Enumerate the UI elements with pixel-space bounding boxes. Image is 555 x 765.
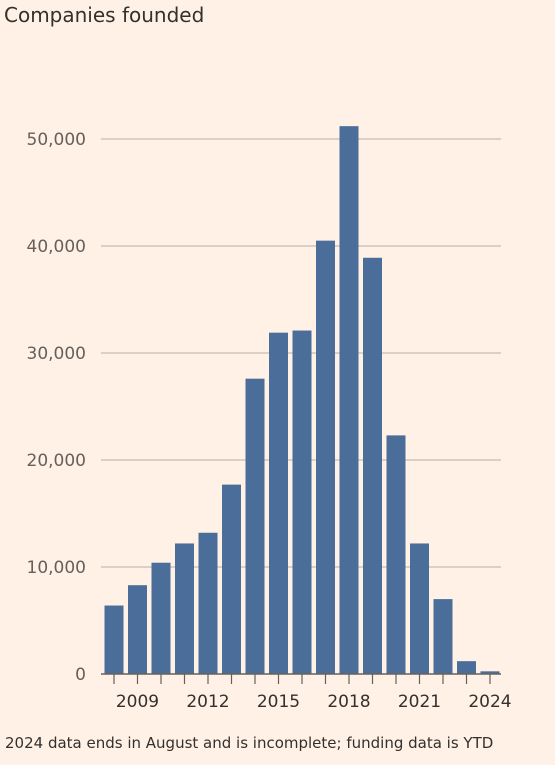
y-tick-label: 50,000 — [27, 130, 86, 150]
x-axis — [101, 673, 501, 684]
bar-2016 — [292, 330, 312, 674]
bar-2021 — [410, 543, 429, 674]
bar-2020 — [386, 435, 406, 674]
x-tick-label: 2015 — [257, 692, 300, 712]
bar-2019 — [363, 257, 382, 674]
footnote: 2024 data ends in August and is incomple… — [5, 734, 494, 752]
bar-2009 — [128, 585, 147, 674]
bar-2011 — [175, 543, 194, 674]
bar-2022 — [433, 599, 453, 674]
y-tick-label: 40,000 — [27, 237, 86, 257]
x-tick-label: 2024 — [468, 692, 511, 712]
bar-2008 — [104, 605, 124, 674]
bar-2023 — [457, 661, 476, 674]
bars — [104, 126, 500, 674]
y-tick-label: 30,000 — [27, 344, 86, 364]
x-tick-label: 2009 — [116, 692, 159, 712]
bar-2015 — [269, 332, 288, 674]
x-axis-labels: 2009 2012 2015 2018 2021 2024 — [116, 692, 512, 712]
x-tick-label: 2021 — [398, 692, 441, 712]
bar-2018 — [339, 126, 359, 674]
bar-2010 — [151, 562, 171, 674]
bar-2012 — [198, 532, 218, 674]
y-axis-labels: 0 10,000 20,000 30,000 40,000 50,000 — [27, 130, 86, 685]
x-tick-label: 2018 — [327, 692, 370, 712]
chart-title: Companies founded — [4, 3, 205, 27]
y-tick-label: 10,000 — [27, 558, 86, 578]
bar-2013 — [222, 484, 241, 674]
bar-2017 — [316, 240, 335, 674]
bar-2014 — [245, 378, 265, 674]
y-tick-label: 20,000 — [27, 451, 86, 471]
bar-2024 — [480, 671, 500, 674]
x-tick-label: 2012 — [186, 692, 229, 712]
y-tick-label: 0 — [75, 665, 86, 685]
